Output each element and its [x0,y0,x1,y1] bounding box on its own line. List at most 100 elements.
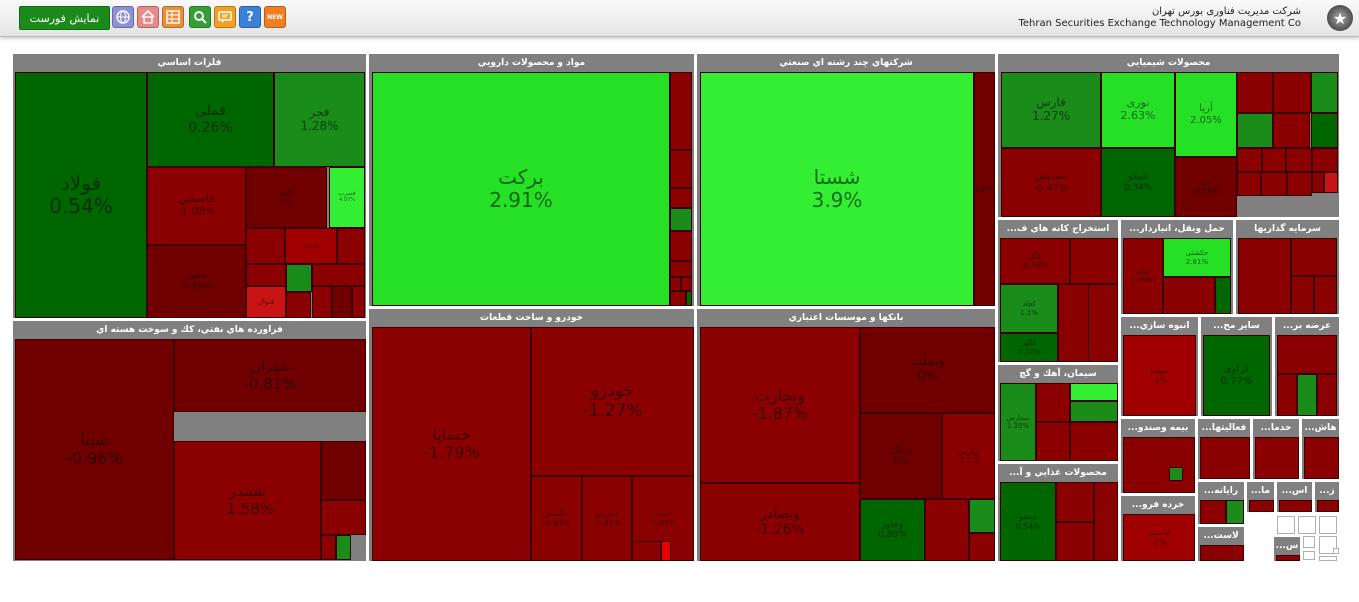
stock-tile[interactable] [670,72,692,150]
sector-title[interactable]: ...رايانه [1203,486,1239,496]
stock-tile[interactable]: فاسینه -2% [1123,514,1195,561]
stock-tile[interactable]: کزاوی 0.77% [1203,335,1270,416]
stock-tile[interactable]: آریا 2.05% [1175,72,1237,157]
new-icon[interactable]: NEW [264,6,286,28]
stock-tile[interactable] [969,533,995,561]
stock-tile[interactable] [1226,500,1244,524]
sector-title[interactable]: خودرو و ساخت قطعات [480,313,583,323]
stock-tile[interactable] [1273,72,1311,113]
stock-tile[interactable] [286,264,312,292]
stock-tile[interactable] [1255,437,1299,479]
stock-tile[interactable]: حتاید -1.98% [1123,238,1163,314]
stock-tile[interactable] [1200,500,1226,524]
stock-tile[interactable]: وملل 0% [860,413,942,499]
sector-title[interactable]: ...خدما [1260,423,1292,433]
stock-tile[interactable]: فولاد 0.54% [15,72,147,318]
stock-tile[interactable] [1277,335,1337,374]
stock-tile[interactable] [1324,172,1338,193]
stock-tile[interactable] [670,231,692,261]
sector-title[interactable]: مواد و محصولات دارويي [477,58,586,68]
stock-tile[interactable]: خودرو -1.27% [531,327,694,476]
stock-tile[interactable] [1312,172,1324,193]
stock-tile[interactable] [632,541,661,561]
sector-title[interactable]: ...ز [1319,486,1335,496]
stock-tile[interactable] [1262,148,1286,172]
stock-tile[interactable]: نوری 2.63% [1101,72,1175,148]
sector-title[interactable]: فلزات اساسي [157,58,222,68]
stock-tile[interactable] [670,277,681,291]
stock-tile[interactable] [1291,276,1314,314]
stock-tile[interactable] [670,208,692,231]
stock-tile[interactable] [1291,238,1337,276]
stock-tile[interactable] [321,535,336,560]
sector-title[interactable]: سرمايه گذاريها [1254,224,1321,234]
sector-title[interactable]: ...ما [1250,486,1271,496]
stock-tile[interactable] [1163,277,1215,314]
stock-tile[interactable]: خساپا -1.79% [372,327,531,561]
stock-tile[interactable] [661,541,671,561]
search-icon[interactable] [189,6,211,28]
stock-tile[interactable] [321,441,366,500]
stock-tile[interactable] [337,228,365,264]
tsetmc-logo-icon[interactable]: ★ [1327,5,1353,31]
stock-tile[interactable] [246,264,286,286]
stock-tile[interactable] [246,228,285,264]
stock-tile[interactable]: حکشتی 2.81% [1163,238,1231,277]
sector-title[interactable]: ...انبوه سازي [1129,321,1190,331]
stock-tile[interactable] [670,291,686,306]
sector-title[interactable]: ...خرده فرو [1131,500,1185,510]
stock-tile[interactable] [1276,555,1300,561]
stock-tile[interactable] [1317,500,1339,512]
sector-title[interactable]: ...ساير مح [1213,321,1260,331]
stock-tile[interactable]: وبصادر -1.26% [700,483,860,561]
stock-tile[interactable] [1304,437,1339,479]
sector-title[interactable]: ...فعاليتها [1201,423,1247,433]
stock-tile[interactable]: تاپیکو 0.34% [1101,148,1175,217]
stock-tile[interactable] [925,499,969,561]
stock-tile[interactable]: کگهر 0.12% [1000,333,1058,362]
stock-tile[interactable] [1273,113,1310,148]
sector-title[interactable]: ...حمل ونقل، انباردار [1129,224,1225,234]
stock-tile[interactable]: برکت 2.91% [372,72,670,306]
stock-tile[interactable] [1215,277,1231,314]
stock-tile[interactable] [352,286,365,318]
stock-tile[interactable]: فاسمین -1.08% [147,167,246,245]
stock-tile[interactable]: سفارس 1.35% [1000,383,1036,461]
stock-tile[interactable] [1237,148,1262,172]
stock-tile[interactable] [1237,72,1273,113]
stock-tile[interactable]: خگستر -1.83% [531,476,582,561]
sector-title[interactable]: محصولات شيميايي [1126,58,1211,68]
stock-tile[interactable] [670,188,692,208]
stock-tile[interactable] [312,286,332,318]
stock-tile[interactable]: غمینو 0.54% [1000,482,1056,561]
stock-tile[interactable]: فارس 1.27% [1001,72,1101,148]
stock-tile[interactable]: کگل -0.58% [1000,238,1070,284]
stock-tile[interactable] [1287,172,1312,196]
stock-tile[interactable] [332,286,352,318]
stock-tile[interactable] [686,291,692,306]
sector-title[interactable]: ...س [1275,541,1299,551]
stock-tile[interactable]: خپارس -1.81% [582,476,632,561]
stock-tile[interactable] [1070,383,1118,401]
sector-title[interactable]: شركتهاي چند رشته اي صنعتي [779,58,913,68]
stock-tile[interactable] [1261,172,1287,196]
stock-tile[interactable] [1279,500,1312,512]
sector-title[interactable]: سيمان، آهك و گچ [1019,369,1097,379]
stock-tile[interactable]: فجر 1.28% [274,72,365,167]
stock-tile[interactable] [1311,113,1338,148]
stock-tile[interactable] [336,535,351,560]
stock-tile[interactable]: فروی [285,228,337,264]
stock-tile[interactable] [1088,284,1118,362]
stock-tile[interactable] [1317,374,1337,416]
stock-tile[interactable]: شبندر -1.58% [174,441,321,560]
stock-tile[interactable] [286,292,311,318]
sector-title[interactable]: ...اس [1281,486,1308,496]
stock-tile[interactable]: -1.94% [974,72,995,306]
stock-tile[interactable]: فسرب 4.07% [329,167,365,228]
stock-tile[interactable] [1056,522,1094,561]
stock-tile[interactable]: وتجارت -1.87% [700,327,860,483]
sector-title[interactable]: ...استخراج كانه هاي ف [1006,224,1110,234]
stock-tile[interactable] [1314,276,1337,314]
stock-tile[interactable] [1311,72,1338,113]
globe-icon[interactable] [112,6,134,28]
